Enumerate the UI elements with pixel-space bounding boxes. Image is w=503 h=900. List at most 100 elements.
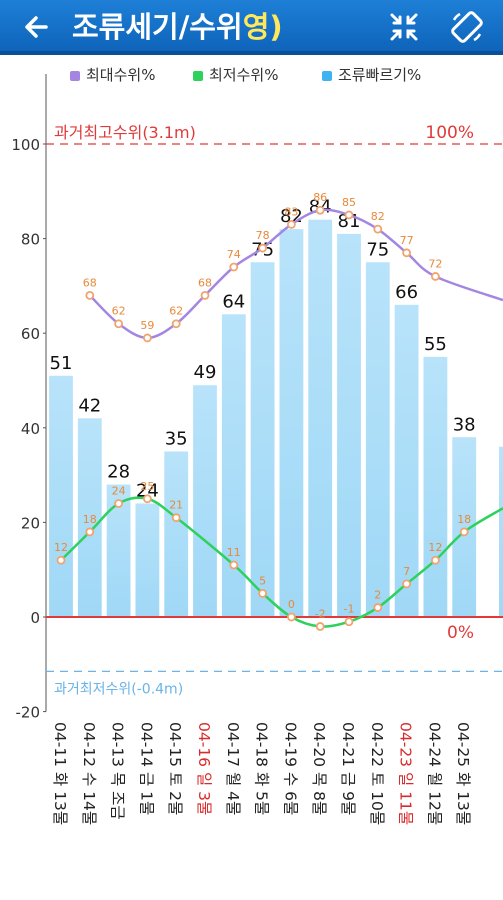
min-level-point <box>142 494 152 504</box>
app-header: 조류세기/수위영) <box>0 0 503 55</box>
min-level-point <box>402 579 412 589</box>
x-tick-group: 04-22 토 10물 <box>368 722 386 825</box>
y-tick-label: 0 <box>30 609 40 627</box>
x-tick-group: 04-24 월 12물 <box>425 722 443 825</box>
x-tick-group: 04-19 수 6물 <box>281 722 299 815</box>
min-level-label: 12 <box>428 541 442 554</box>
x-tick-group: 04-20 목 8물 <box>310 722 328 815</box>
title-accent: 영) <box>242 10 283 44</box>
min-level-point <box>56 555 66 565</box>
max-level-label: 77 <box>400 234 414 247</box>
x-tick-label: 04-17 월 4물 <box>224 722 242 815</box>
bar <box>77 418 102 617</box>
min-level-label: 21 <box>169 499 183 512</box>
legend-swatch-min <box>193 70 203 81</box>
x-tick-group: 04-17 월 4물 <box>224 722 242 815</box>
x-tick-group: 04-16 일 3물 <box>195 722 213 815</box>
x-tick-group: 04-14 금 1물 <box>137 722 155 815</box>
x-tick-group: 04-25 화 13물 <box>454 722 472 825</box>
max-level-point <box>171 319 181 329</box>
x-tick-group: 04-21 금 9물 <box>339 722 357 815</box>
x-tick-label: 04-24 월 12물 <box>425 722 443 825</box>
y-tick-label: 20 <box>21 514 40 532</box>
bar-value-label: 64 <box>222 291 245 312</box>
min-level-point <box>344 617 354 627</box>
max-level-point <box>229 262 239 272</box>
min-level-label: 2 <box>374 589 381 602</box>
x-tick-group: 04-15 토 2물 <box>166 722 184 815</box>
min-level-label: 25 <box>140 480 154 493</box>
x-tick-label: 04-12 수 14물 <box>80 722 98 825</box>
x-tick-group: 04-18 화 5물 <box>253 722 271 815</box>
screen-rotation-icon[interactable] <box>450 10 484 44</box>
bar <box>193 385 217 617</box>
x-tick-label: 04-13 목 조금 <box>109 722 127 820</box>
y-tick-label: 60 <box>21 325 40 343</box>
x-tick-label: 04-22 토 10물 <box>368 722 386 825</box>
y-tick-label: 40 <box>21 420 40 438</box>
bar-value-label: 28 <box>107 462 130 483</box>
x-tick-group: 04-11 화 13물 <box>51 722 69 825</box>
x-tick-label: 04-19 수 6물 <box>281 722 299 815</box>
max-level-label: 62 <box>112 305 126 318</box>
max-level-label: 72 <box>428 257 442 270</box>
max-level-point <box>430 272 440 281</box>
bar <box>135 503 160 617</box>
back-arrow-icon[interactable] <box>18 8 58 46</box>
bar <box>221 314 246 617</box>
bar-value-label: 55 <box>424 334 447 355</box>
bar-value-label: 24 <box>136 480 159 501</box>
max-level-label: 86 <box>313 191 327 204</box>
x-tick-label: 04-15 토 2물 <box>166 722 184 815</box>
max-level-point <box>142 333 152 343</box>
min-level-label: 12 <box>54 541 68 554</box>
min-level-point <box>373 603 383 612</box>
bar-value-label: 49 <box>194 362 217 383</box>
record-low-label: 과거최저수위(-0.4m) <box>54 681 183 697</box>
legend-label-speed: 조류빠르기% <box>338 66 422 84</box>
x-tick-group: 04-12 수 14물 <box>80 722 98 825</box>
min-level-label: 5 <box>259 574 266 587</box>
legend-swatch-max <box>70 70 80 81</box>
x-tick-group: 04-13 목 조금 <box>109 722 127 820</box>
chart-legend: 최대수위% 최저수위% 조류빠르기% <box>60 63 500 87</box>
bar <box>106 484 131 617</box>
max-level-label: 83 <box>284 205 298 218</box>
x-tick-label: 04-14 금 1물 <box>137 722 155 815</box>
page-title: 조류세기/수위영) <box>72 7 283 47</box>
bar <box>308 219 333 617</box>
max-level-label: 68 <box>83 276 97 289</box>
max-level-point <box>286 220 296 229</box>
min-level-point <box>459 527 469 537</box>
min-level-label: 11 <box>227 546 241 559</box>
max-level-label: 82 <box>371 210 385 223</box>
max-level-point <box>258 243 268 253</box>
min-level-point <box>85 527 95 537</box>
header-shadow <box>0 51 503 55</box>
max-level-point <box>200 290 210 300</box>
min-level-point <box>430 555 440 565</box>
x-tick-label: 04-20 목 8물 <box>310 722 328 815</box>
x-tick-label: 04-21 금 9물 <box>339 722 357 815</box>
collapse-arrows-icon[interactable] <box>387 10 421 44</box>
x-tick-group: 04-23 일 11물 <box>397 722 415 825</box>
max-level-point <box>344 210 354 220</box>
min-level-label: -2 <box>315 607 326 620</box>
bar-value-label: 75 <box>366 239 389 260</box>
legend-item-min: 최저수위% <box>193 63 278 87</box>
record-high-label: 과거최고수위(3.1m) <box>54 123 196 142</box>
x-tick-label: 04-25 화 13물 <box>454 722 472 825</box>
max-level-label: 68 <box>198 276 212 289</box>
bar <box>279 229 304 617</box>
max-level-point <box>315 205 325 215</box>
bar <box>164 451 189 617</box>
x-tick-label: 04-18 화 5물 <box>253 722 271 815</box>
bar-value-label: 51 <box>50 353 73 374</box>
bar-value-label: 35 <box>165 428 188 449</box>
zero-percent-label: 0% <box>447 623 474 643</box>
min-level-point <box>315 622 325 631</box>
bar <box>423 356 448 617</box>
min-level-point <box>286 612 296 622</box>
bar <box>452 437 477 617</box>
min-level-label: 18 <box>83 513 97 526</box>
